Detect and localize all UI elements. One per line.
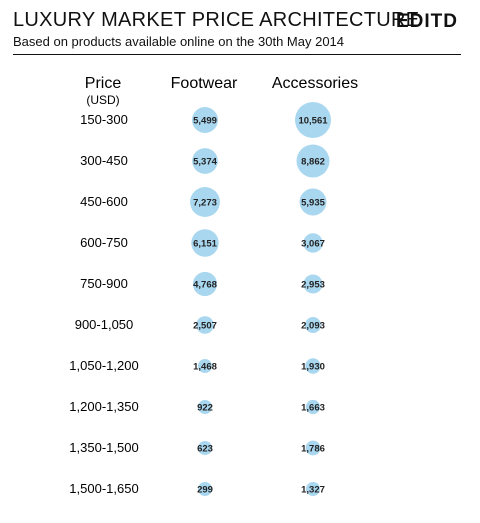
- price-band-label: 600-750: [80, 235, 128, 250]
- footwear-bubble: [198, 441, 212, 455]
- accessories-value-label: 2,093: [301, 321, 325, 332]
- row-header: Price: [85, 75, 122, 92]
- accessories-value-label: 1,786: [301, 444, 325, 455]
- footwear-bubble: [192, 271, 218, 297]
- accessories-bubble: [304, 316, 322, 334]
- accessories-value-label: 10,561: [298, 116, 328, 127]
- chart-subtitle: Based on products available online on th…: [13, 34, 345, 49]
- accessories-value-label: 8,862: [301, 157, 325, 168]
- price-band-label: 150-300: [80, 112, 128, 127]
- footwear-value-label: 4,768: [193, 280, 217, 291]
- footwear-value-label: 5,374: [193, 157, 217, 168]
- footwear-value-label: 1,468: [193, 362, 217, 373]
- footwear-bubble: [191, 229, 219, 257]
- editd-logo: EDITD: [396, 11, 458, 32]
- accessories-value-label: 3,067: [301, 239, 325, 250]
- price-band-label: 750-900: [80, 276, 128, 291]
- footwear-value-label: 6,151: [193, 239, 217, 250]
- price-band-label: 1,200-1,350: [69, 399, 138, 414]
- accessories-bubble: [305, 358, 321, 374]
- accessories-bubble: [303, 274, 323, 294]
- price-band-label: 300-450: [80, 153, 128, 168]
- header-divider: [13, 54, 461, 55]
- footwear-bubble: [198, 400, 212, 414]
- accessories-bubble: [305, 440, 321, 456]
- footwear-bubble: [192, 107, 218, 133]
- accessories-bubble: [296, 144, 330, 178]
- price-band-label: 1,050-1,200: [69, 358, 138, 373]
- accessories-bubble: [306, 482, 320, 496]
- accessories-value-label: 1,663: [301, 403, 325, 414]
- footwear-bubble: [198, 482, 212, 496]
- price-band-label: 1,350-1,500: [69, 440, 138, 455]
- accessories-bubble: [303, 233, 323, 253]
- price-band-label: 900-1,050: [75, 317, 134, 332]
- chart-title: LUXURY MARKET PRICE ARCHITECTURE: [13, 9, 420, 31]
- accessories-bubble: [305, 399, 321, 415]
- price-band-label: 450-600: [80, 194, 128, 209]
- column-header-accessories: Accessories: [272, 75, 358, 92]
- accessories-value-label: 1,930: [301, 362, 325, 373]
- footwear-value-label: 5,499: [193, 116, 217, 127]
- footwear-value-label: 922: [197, 403, 213, 414]
- accessories-value-label: 5,935: [301, 198, 325, 209]
- footwear-bubble: [198, 359, 212, 373]
- accessories-bubble: [295, 102, 331, 138]
- row-unit: (USD): [86, 93, 119, 107]
- footwear-value-label: 623: [197, 444, 213, 455]
- column-header-footwear: Footwear: [171, 75, 238, 92]
- price-band-label: 1,500-1,650: [69, 481, 138, 496]
- accessories-bubble: [299, 188, 327, 216]
- footwear-value-label: 2,507: [193, 321, 217, 332]
- accessories-value-label: 1,327: [301, 485, 325, 496]
- footwear-value-label: 299: [197, 485, 213, 496]
- footwear-bubble: [196, 316, 214, 334]
- accessories-value-label: 2,953: [301, 280, 325, 291]
- footwear-value-label: 7,273: [193, 198, 217, 209]
- footwear-bubble: [190, 187, 220, 217]
- footwear-bubble: [192, 148, 218, 174]
